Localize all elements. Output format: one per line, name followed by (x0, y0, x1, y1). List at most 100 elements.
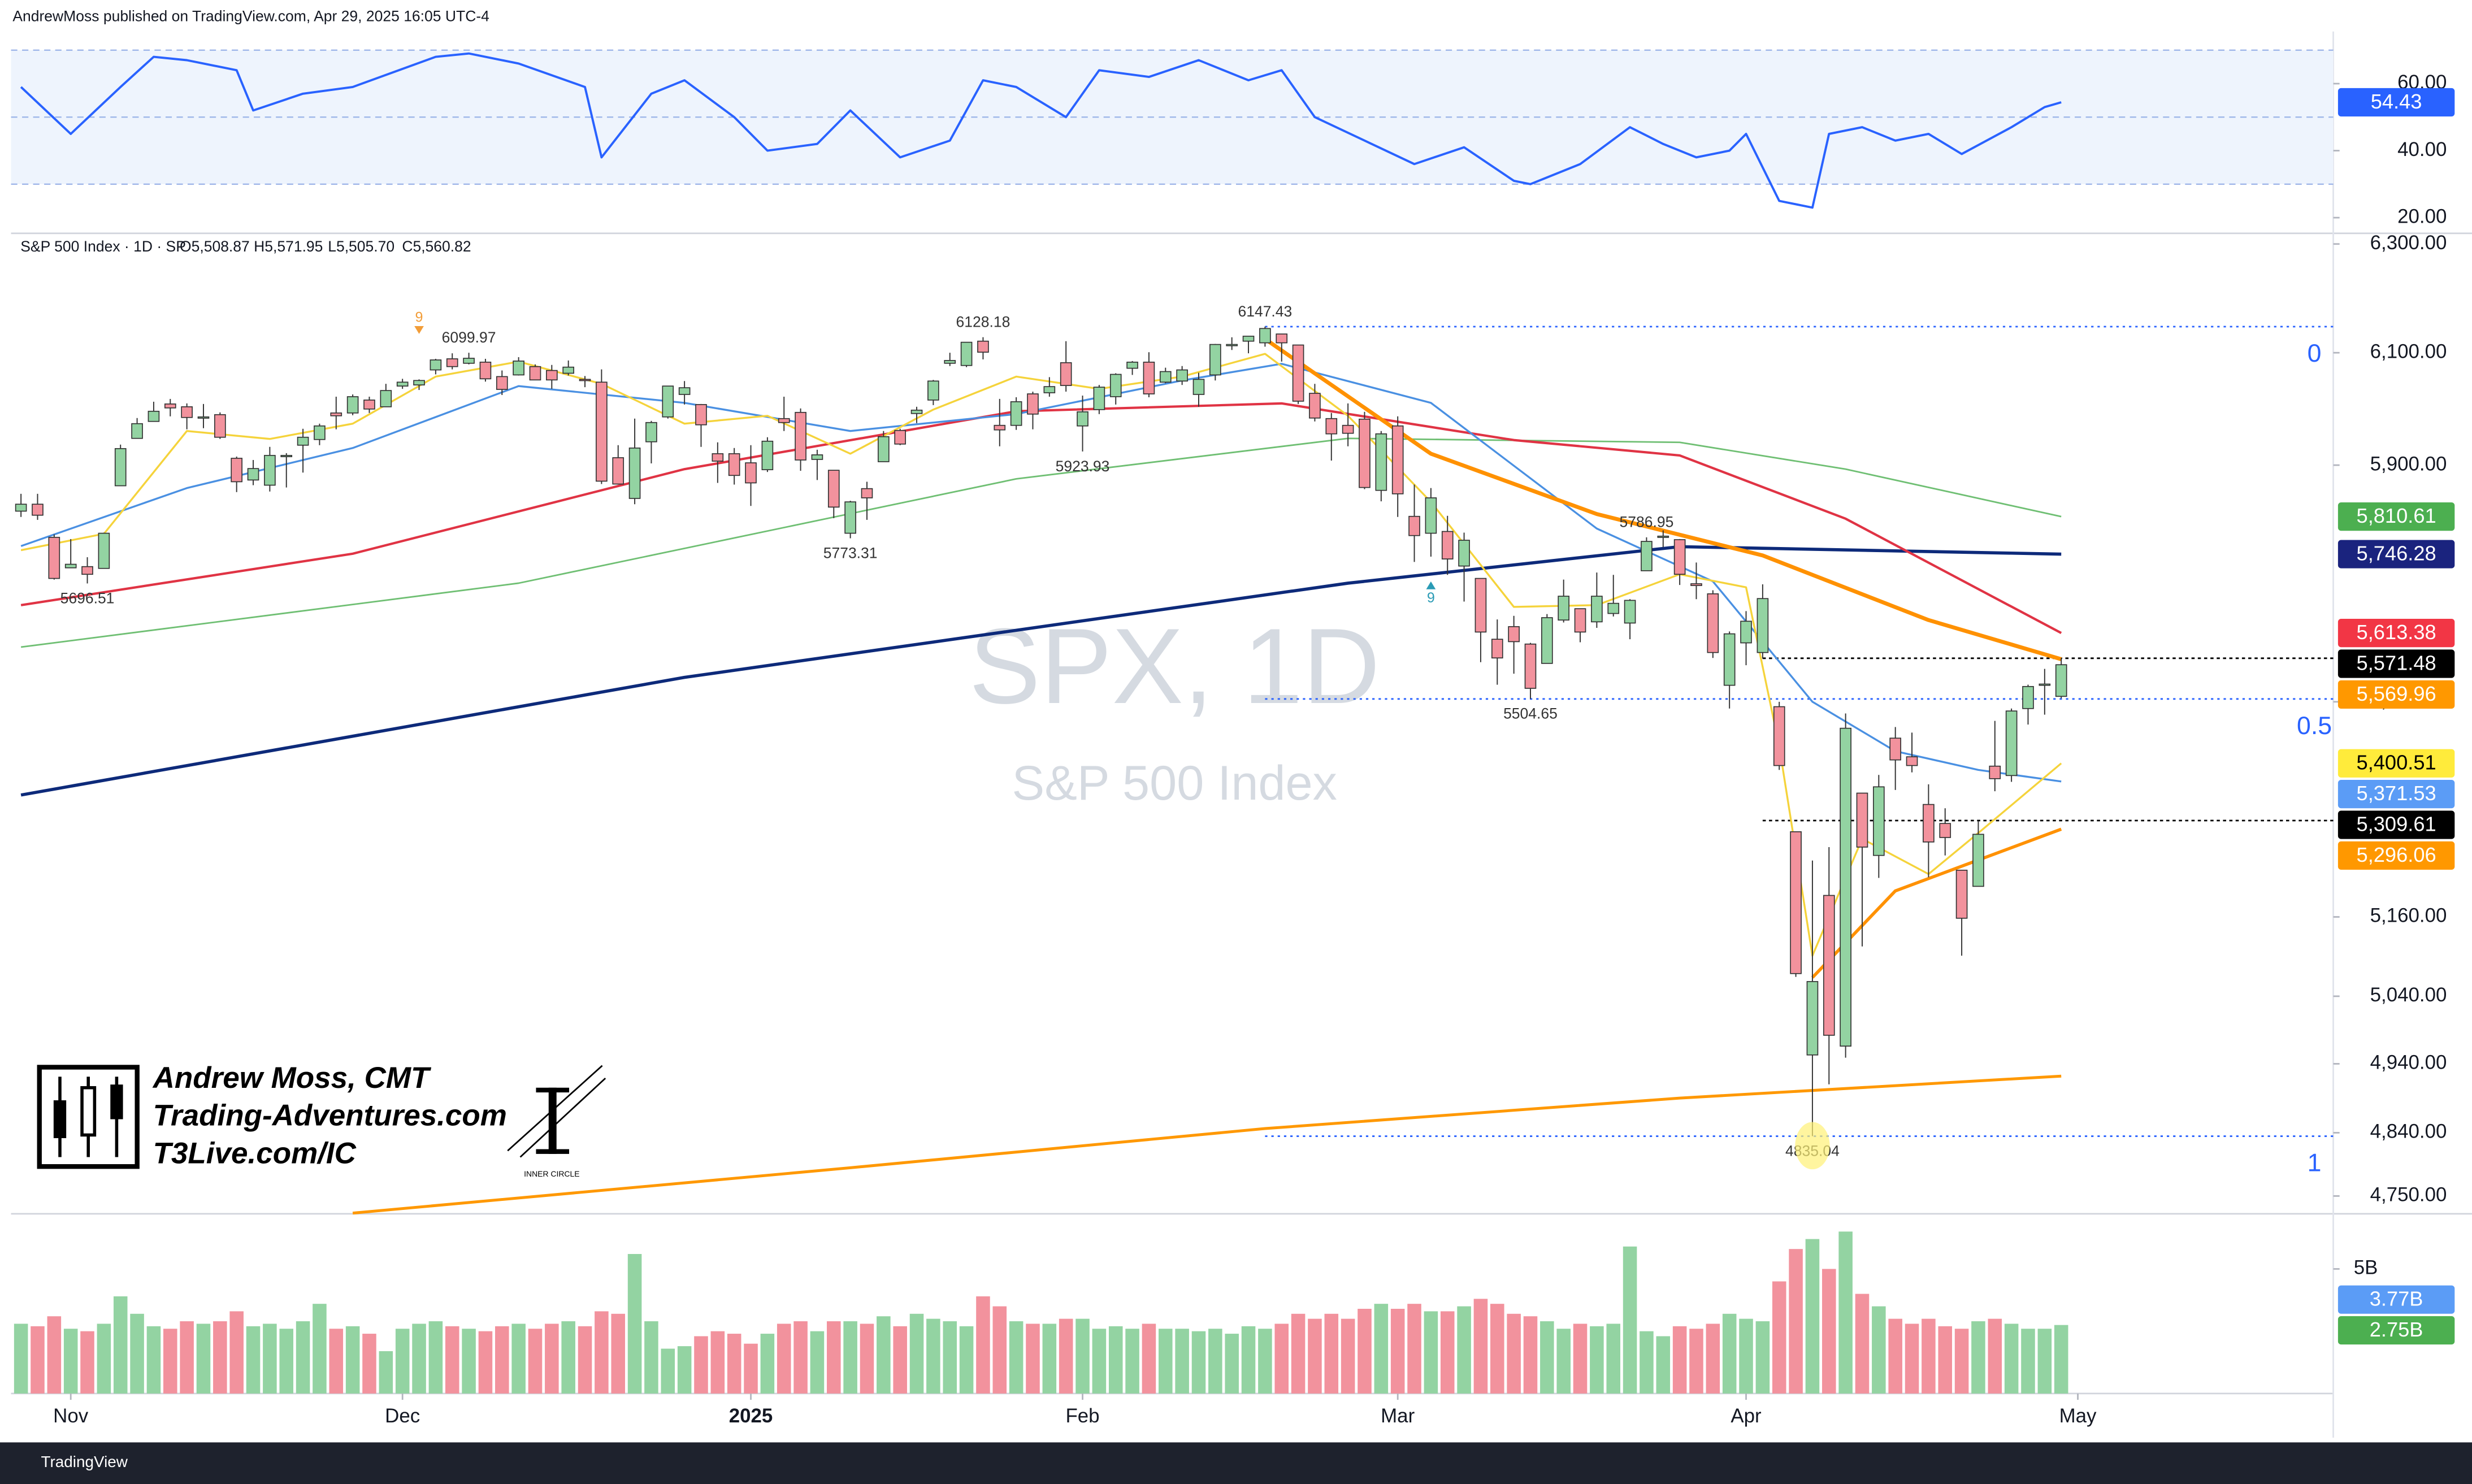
volume-bar (213, 1321, 227, 1394)
volume-bar (1358, 1308, 1372, 1394)
candle-body (446, 358, 458, 367)
setup-marker (414, 326, 424, 334)
candle-body (827, 470, 840, 508)
candle-body (430, 359, 442, 371)
moving-average (20, 545, 2062, 797)
y-tick-label: 40.00 (2397, 138, 2447, 160)
last-value-label: 5,296.06 (2357, 843, 2436, 866)
rsi-line (20, 52, 2062, 209)
last-value-label: 5,810.61 (2357, 504, 2436, 527)
candle-body (2022, 685, 2034, 709)
candle-body (346, 396, 359, 414)
volume-bar (595, 1311, 609, 1394)
candle-body (1474, 578, 1487, 633)
branding: Andrew Moss, CMT Trading-Adventures.com … (37, 1061, 606, 1178)
candle-body (1176, 369, 1188, 382)
candle-body (529, 366, 541, 381)
volume-bar (379, 1351, 393, 1394)
volume-bar (1291, 1313, 1306, 1394)
ohlc-label: O5,508.87 (180, 238, 250, 255)
candle-body (977, 340, 989, 353)
volume-bar (528, 1329, 543, 1394)
plot: SPX, 1D S&P 500 Index S&P 500 Index · 1D ·… (11, 49, 2455, 1427)
candle-body (1077, 411, 1088, 427)
y-tick-label: 5,040.00 (2370, 984, 2447, 1006)
volume-bar (810, 1331, 825, 1394)
price-annotation: 5504.65 (1503, 705, 1558, 722)
volume-bar (2021, 1329, 2035, 1394)
candle-body (363, 400, 375, 410)
volume-bar (31, 1326, 45, 1394)
price-annotation: 5786.95 (1620, 514, 1674, 531)
candle-body (496, 376, 508, 390)
volume-bar (1440, 1311, 1455, 1394)
volume-bar (478, 1331, 493, 1394)
x-tick-label: Apr (1731, 1405, 1762, 1427)
setup-label: 9 (415, 310, 423, 326)
volume-bar (1142, 1324, 1156, 1394)
moving-average (352, 1074, 2062, 1215)
candle-body (1939, 823, 1951, 838)
volume-bar (545, 1324, 559, 1394)
last-value-box (2337, 88, 2455, 117)
y-tick-label: 5,900.00 (2370, 453, 2447, 475)
candle-body (612, 457, 624, 485)
volume-bar (180, 1321, 194, 1394)
last-value-box (2337, 649, 2455, 678)
candle-body (1491, 639, 1503, 659)
y-tick-label: 6,300.00 (2370, 232, 2447, 254)
volume-bar (1225, 1334, 1239, 1394)
volume-bar (263, 1324, 277, 1394)
volume-bar (1026, 1324, 1040, 1394)
header: AndrewMoss published on TradingView.com,… (12, 8, 489, 25)
footer: TradingView (41, 1453, 128, 1470)
candle-body (761, 440, 774, 470)
volume-bar (1573, 1324, 1588, 1394)
volume-bar (1125, 1329, 1139, 1394)
volume-bar (428, 1321, 443, 1394)
volume-bar (1689, 1329, 1703, 1394)
candle-body (1093, 387, 1105, 410)
volume-bar (113, 1296, 128, 1394)
candle-body (1591, 596, 1603, 623)
candle-body (745, 462, 757, 484)
volume-bar (1772, 1281, 1786, 1394)
candle-body (1972, 834, 1984, 887)
y-tick-label: 6,100.00 (2370, 340, 2447, 362)
volume-bar (1108, 1326, 1123, 1394)
volume-bar (727, 1334, 741, 1394)
volume-bar (1092, 1329, 1107, 1394)
candle-body (861, 488, 873, 498)
last-value-label: 5,569.96 (2357, 682, 2436, 705)
ohlc-label: C5,560.82 (402, 238, 471, 255)
volume-bar (1407, 1304, 1421, 1394)
volume-bar (412, 1324, 426, 1394)
volume-bar (1490, 1304, 1504, 1394)
volume-bar (694, 1336, 708, 1394)
volume-bar (47, 1316, 62, 1394)
x-tick-label: May (2059, 1405, 2097, 1427)
last-value-label: 5,571.48 (2357, 652, 2436, 675)
volume-bar (1640, 1331, 1654, 1394)
volume-bar (1706, 1324, 1720, 1394)
candle-body (1143, 362, 1155, 394)
candle-body (1159, 371, 1172, 383)
volume-bar (561, 1321, 575, 1394)
volume-bar (976, 1296, 990, 1394)
volume-bar (1855, 1294, 1870, 1394)
candle-body (479, 362, 492, 380)
price-annotation: 6099.97 (442, 329, 496, 346)
volume-bar (329, 1329, 344, 1394)
volume-bar (893, 1326, 907, 1394)
price-annotation: 5923.93 (1056, 458, 1110, 475)
volume-bar (1042, 1324, 1057, 1394)
candle-body (944, 360, 956, 364)
candle-body (1209, 344, 1221, 376)
volume-bar (943, 1321, 957, 1394)
last-value-label: 54.43 (2371, 90, 2422, 113)
volume-bar (644, 1321, 658, 1394)
volume-bar (1159, 1329, 1173, 1394)
volume-bar (1507, 1313, 1521, 1394)
